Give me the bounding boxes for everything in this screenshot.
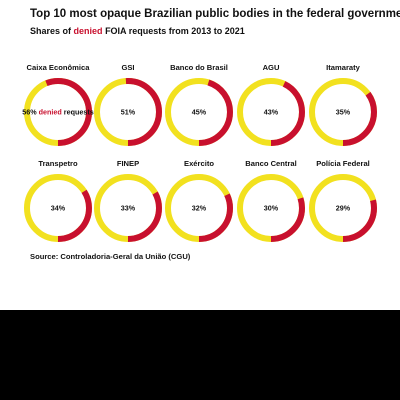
donut-arc-denied (309, 78, 377, 146)
donut-value-label: 43% (264, 108, 279, 117)
chart-subtitle: Shares of denied FOIA requests from 2013… (30, 26, 245, 36)
donut-value: 45% (192, 108, 207, 117)
donut-name: GSI (121, 63, 134, 72)
donut-8: Exército 32% (165, 159, 233, 242)
chart-card: Top 10 most opaque Brazilian public bodi… (22, 8, 400, 261)
donut-6: Transpetro 34% (24, 159, 92, 242)
donut-value-label: 45% (192, 108, 207, 117)
donut-arc-denied (309, 174, 377, 242)
donut-name: Itamaraty (326, 63, 361, 72)
donut-annotation-requests: requests (62, 108, 94, 117)
donut-arc-denied (165, 78, 233, 146)
donut-name: FINEP (117, 159, 139, 168)
donut-value: 33% (121, 204, 136, 213)
donut-7: FINEP 33% (94, 159, 162, 242)
donut-arc-denied (24, 174, 92, 242)
donut-value: 32% (192, 204, 207, 213)
donut-value-label: 29% (336, 204, 351, 213)
donut-arc-denied (94, 174, 162, 242)
donut-name: Polícia Federal (316, 159, 370, 168)
donut-9: Banco Central 30% (237, 159, 305, 242)
donut-value: 29% (336, 204, 351, 213)
subtitle-pre: Shares of (30, 26, 72, 36)
bottom-band (0, 310, 400, 400)
donut-arc-denied (237, 78, 305, 146)
donut-4: AGU 43% (237, 63, 305, 146)
donut-value-label: 56% denied requests (22, 108, 94, 117)
donut-arc-denied (165, 174, 233, 242)
donut-value: 34% (51, 204, 66, 213)
donut-3: Banco do Brasil 45% (165, 63, 233, 146)
donut-grid: Caixa Econômica 56% denied requests GSI 51%… (22, 63, 377, 242)
subtitle-accent: denied (73, 26, 103, 36)
donut-value: 56% (22, 108, 37, 117)
chart-title: Top 10 most opaque Brazilian public bodi… (30, 8, 400, 20)
donut-value-label: 33% (121, 204, 136, 213)
donut-arc-denied (94, 78, 162, 146)
donut-10: Polícia Federal 29% (309, 159, 377, 242)
donut-value-label: 51% (121, 108, 136, 117)
donut-5: Itamaraty 35% (309, 63, 377, 146)
source-note: Source: Controladoria-Geral da União (CG… (30, 252, 191, 261)
donut-value: 51% (121, 108, 136, 117)
donut-value-label: 34% (51, 204, 66, 213)
donut-annotation-denied: denied (37, 108, 62, 117)
donut-1: Caixa Econômica 56% denied requests (22, 63, 94, 146)
donut-2: GSI 51% (94, 63, 162, 146)
donut-value-label: 30% (264, 204, 279, 213)
donut-name: Transpetro (38, 159, 78, 168)
donut-name: Exército (184, 159, 214, 168)
donut-value-label: 35% (336, 108, 351, 117)
donut-name: Banco do Brasil (170, 63, 228, 72)
donut-name: Banco Central (245, 159, 296, 168)
donut-name: AGU (263, 63, 280, 72)
donut-arc-denied (237, 174, 305, 242)
donut-value-label: 32% (192, 204, 207, 213)
donut-name: Caixa Econômica (27, 63, 91, 72)
donut-arc-denied (24, 78, 92, 146)
donut-value: 35% (336, 108, 351, 117)
donut-value: 43% (264, 108, 279, 117)
subtitle-post: FOIA requests from 2013 to 2021 (105, 26, 245, 36)
donut-value: 30% (264, 204, 279, 213)
